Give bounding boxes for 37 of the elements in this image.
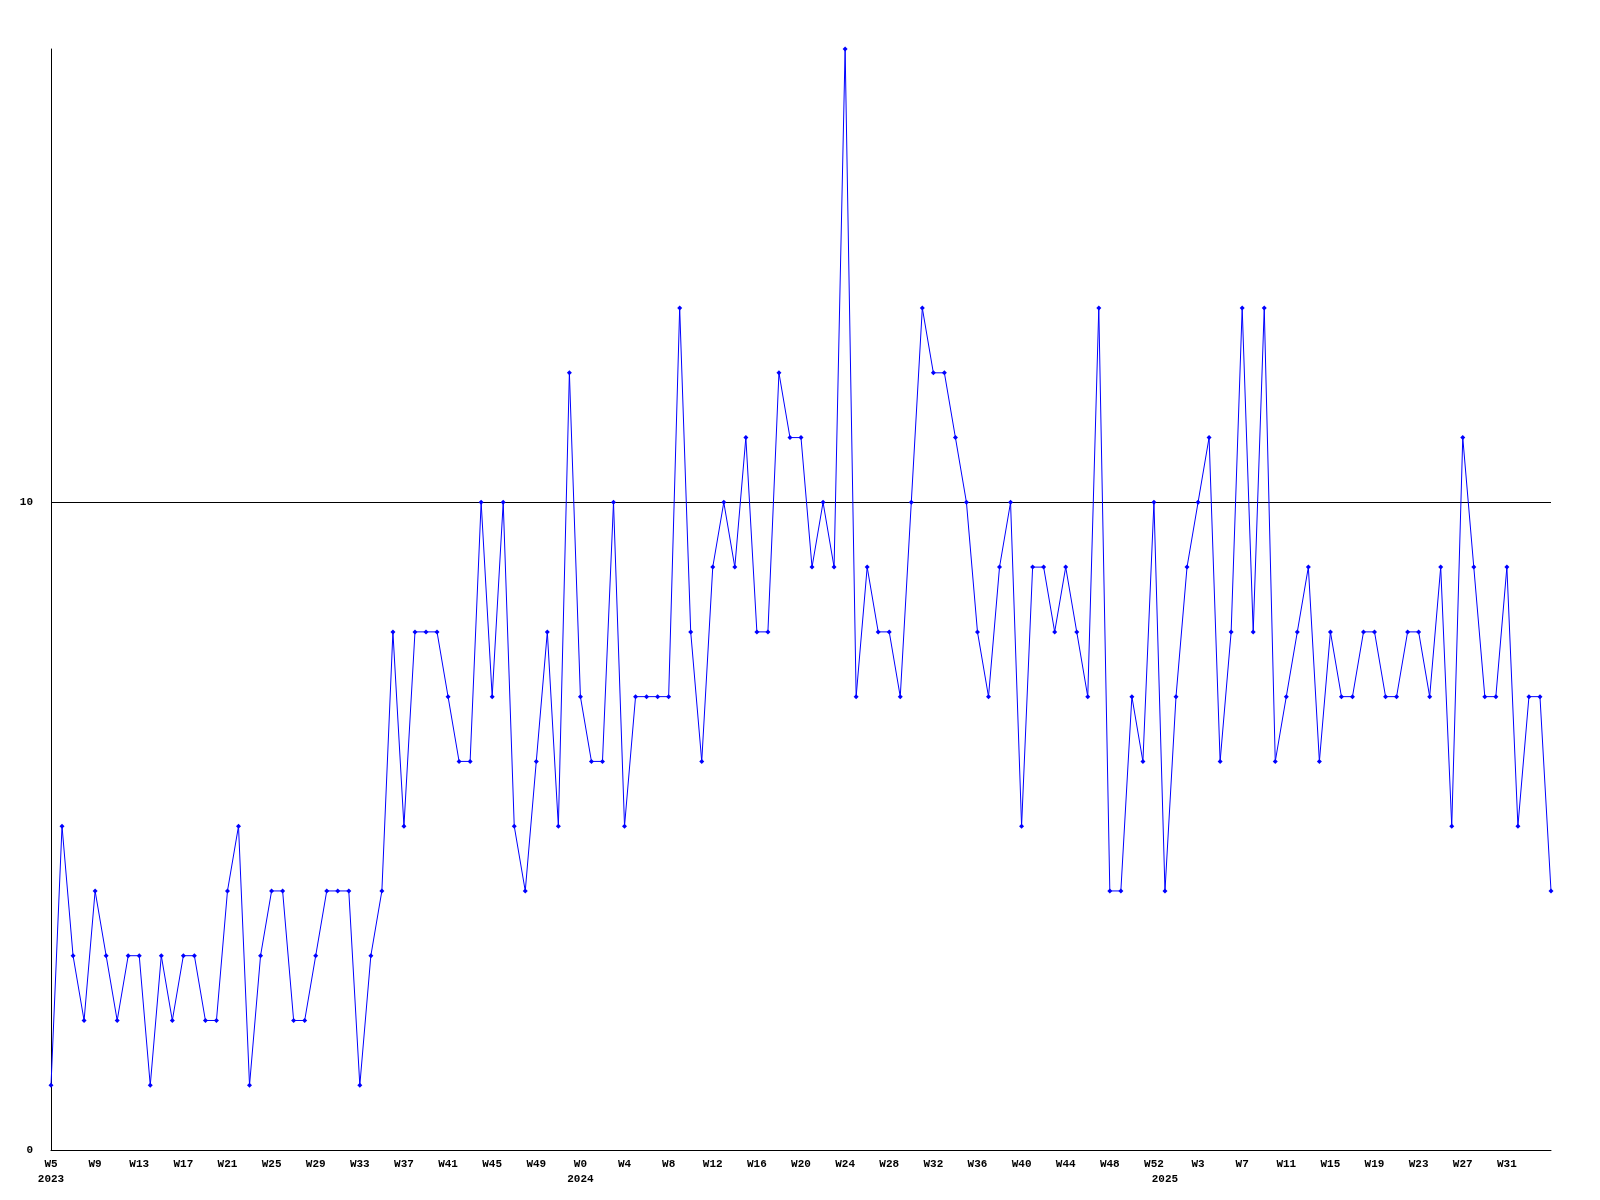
x-tick-label: W7 [1235,1157,1249,1170]
x-tick-label: W20 [791,1157,811,1170]
x-tick-label: W36 [967,1157,988,1170]
x-tick-label: W37 [394,1157,414,1170]
x-tick-label: W48 [1099,1157,1121,1170]
x-tick-label: W5 2023 [37,1157,65,1185]
x-tick-label: W33 [349,1157,371,1170]
x-tick-label: W13 [129,1157,150,1170]
x-tick-label: W29 [305,1157,326,1170]
x-tick-label: W23 [1408,1157,1429,1170]
x-tick-label: W11 [1276,1157,1297,1170]
x-tick-label: W52 [1144,1157,1164,1170]
x-tick-label: W3 [1191,1157,1206,1170]
x-tick-label: W41 [438,1157,459,1170]
x-tick-label: W12 [702,1157,723,1170]
x-tick-label: W17 [173,1157,194,1170]
x-tick-label: W27 [1452,1157,1473,1170]
x-tick-label: W8 [662,1157,676,1170]
x-tick-label: 2025 [1151,1172,1179,1185]
x-tick-label: W4 [617,1157,632,1170]
x-tick-label: W49 [526,1157,547,1170]
x-tick-label: W9 [88,1157,102,1170]
x-tick-label: W0 2024 [567,1157,595,1185]
y-tick-label: 0 [26,1144,33,1156]
x-tick-label: W24 [835,1157,856,1170]
x-tick-label: W45 [482,1157,503,1170]
x-tick-label: W15 [1320,1157,1341,1170]
x-tick-label: W25 [261,1157,282,1170]
x-tick-label: W40 [1011,1157,1032,1170]
x-tick-label: W21 [217,1157,238,1170]
y-tick-label: 10 [19,496,33,509]
x-tick-label: W32 [923,1157,944,1170]
x-tick-label: W44 [1055,1157,1076,1170]
x-tick-label: W16 [746,1157,767,1170]
x-tick-label: W31 [1496,1157,1518,1170]
x-tick-label: W28 [879,1157,900,1170]
x-tick-label: W19 [1364,1157,1385,1170]
